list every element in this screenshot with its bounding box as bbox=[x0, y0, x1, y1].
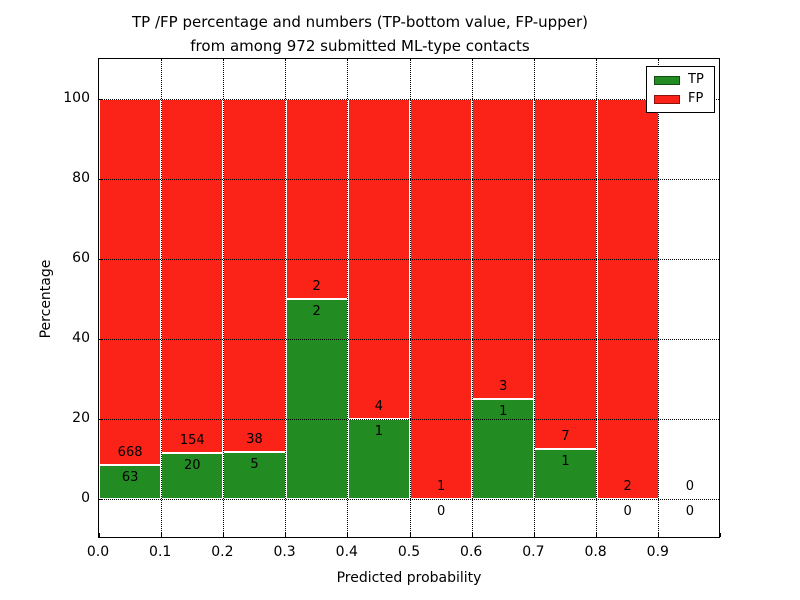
x-tick-mark bbox=[719, 533, 721, 537]
y-tick-mark bbox=[99, 98, 103, 100]
x-tick-label: 0.2 bbox=[211, 544, 234, 560]
x-tick-label: 0.4 bbox=[335, 544, 358, 560]
x-tick-mark bbox=[471, 533, 473, 537]
tp-bar-segment bbox=[472, 399, 535, 499]
fp-count-label: 2 bbox=[312, 279, 321, 294]
y-axis-label: Percentage bbox=[38, 259, 54, 339]
tp-count-label: 63 bbox=[121, 469, 139, 485]
x-tick-label: 0.8 bbox=[584, 544, 607, 560]
fp-bar-segment bbox=[161, 99, 224, 454]
legend: TP FP bbox=[646, 66, 715, 113]
y-tick-mark bbox=[99, 338, 103, 340]
chart-title: TP /FP percentage and numbers (TP-bottom… bbox=[132, 10, 588, 58]
y-tick-label: 0 bbox=[81, 490, 90, 506]
fp-count-label: 668 bbox=[117, 444, 143, 460]
x-tick-mark bbox=[347, 533, 349, 537]
y-tick-mark bbox=[99, 258, 103, 260]
fp-legend-label: FP bbox=[688, 91, 704, 106]
gridline-horizontal bbox=[99, 98, 719, 100]
tp-bar-segment bbox=[534, 449, 597, 499]
tp-bar-segment bbox=[223, 452, 286, 499]
fp-count-label: 154 bbox=[179, 433, 205, 449]
x-tick-mark bbox=[222, 533, 224, 537]
gridline-vertical bbox=[285, 59, 287, 537]
fp-bar-segment bbox=[410, 99, 473, 499]
tp-count-label: 2 bbox=[312, 304, 321, 319]
tp-count-label: 1 bbox=[561, 454, 570, 469]
chart-title-line2: from among 972 submitted ML-type contact… bbox=[190, 37, 530, 55]
y-tick-label: 40 bbox=[72, 330, 90, 346]
tp-bar-segment bbox=[347, 419, 410, 499]
fp-bar-segment bbox=[534, 99, 597, 449]
x-tick-mark bbox=[98, 533, 100, 537]
tp-count-label: 1 bbox=[499, 404, 508, 419]
tp-count-label: 1 bbox=[374, 424, 384, 439]
x-tick-label: 0.5 bbox=[397, 544, 421, 560]
fp-bar-segment bbox=[472, 99, 535, 399]
y-tick-mark bbox=[99, 498, 103, 500]
gridline-vertical bbox=[222, 59, 224, 537]
y-tick-label: 20 bbox=[72, 410, 90, 426]
x-tick-mark bbox=[658, 533, 660, 537]
x-tick-label: 0.3 bbox=[273, 544, 296, 560]
x-axis-label: Predicted probability bbox=[336, 570, 482, 586]
x-tick-label: 0.6 bbox=[460, 544, 483, 560]
y-tick-label: 80 bbox=[72, 170, 90, 186]
fp-count-label: 7 bbox=[561, 429, 570, 444]
fp-count-label: 0 bbox=[685, 479, 695, 494]
tp-bar-segment bbox=[161, 453, 224, 499]
x-tick-mark bbox=[285, 533, 287, 537]
chart-title-line1: TP /FP percentage and numbers (TP-bottom… bbox=[132, 13, 588, 31]
fp-bar-segment bbox=[99, 99, 162, 465]
gridline-vertical bbox=[596, 59, 598, 537]
gridline-vertical bbox=[658, 59, 660, 537]
x-tick-label: 0.1 bbox=[149, 544, 172, 560]
fp-bar-segment bbox=[223, 99, 286, 453]
y-tick-label: 60 bbox=[72, 250, 90, 266]
x-tick-label: 0.9 bbox=[646, 544, 669, 560]
gridline-vertical bbox=[347, 59, 349, 537]
gridline-horizontal bbox=[99, 178, 719, 180]
x-tick-mark bbox=[160, 533, 162, 537]
fp-count-label: 1 bbox=[436, 479, 446, 494]
y-tick-mark bbox=[99, 178, 103, 180]
gridline-horizontal bbox=[99, 418, 719, 420]
fp-bar-segment bbox=[596, 99, 659, 499]
fp-legend-swatch-icon bbox=[654, 94, 680, 104]
y-tick-mark bbox=[99, 418, 103, 420]
gridline-vertical bbox=[533, 59, 535, 537]
tp-count-label: 0 bbox=[436, 504, 446, 519]
legend-row-fp: FP bbox=[654, 92, 707, 106]
tp-count-label: 0 bbox=[623, 504, 632, 519]
plot-area: 668 63 154 20 38 5 2 2 4 1 1 0 3 1 7 1 2 0 0 0 bbox=[98, 58, 721, 538]
gridline-vertical bbox=[409, 59, 411, 537]
tp-count-label: 20 bbox=[184, 458, 201, 474]
tp-bar-segment bbox=[285, 299, 348, 499]
gridline-vertical bbox=[160, 59, 162, 537]
fp-count-label: 4 bbox=[374, 399, 384, 414]
fp-count-label: 38 bbox=[246, 432, 263, 448]
tp-bar-segment bbox=[99, 464, 162, 499]
x-tick-mark bbox=[596, 533, 598, 537]
x-tick-label: 0.0 bbox=[86, 544, 110, 560]
fp-bar-segment bbox=[285, 99, 348, 299]
tp-count-label: 0 bbox=[685, 504, 695, 519]
gridline-vertical bbox=[471, 59, 473, 537]
tp-count-label: 5 bbox=[250, 457, 259, 473]
legend-row-tp: TP bbox=[654, 73, 707, 87]
x-tick-mark bbox=[409, 533, 411, 537]
fp-count-label: 3 bbox=[499, 379, 508, 394]
gridline-horizontal bbox=[99, 258, 719, 260]
tp-legend-label: TP bbox=[688, 72, 704, 87]
gridline-horizontal bbox=[99, 338, 719, 340]
x-tick-mark bbox=[533, 533, 535, 537]
x-tick-label: 0.7 bbox=[522, 544, 545, 560]
gridline-horizontal bbox=[99, 498, 719, 500]
fp-count-label: 2 bbox=[623, 479, 632, 494]
tp-legend-swatch-icon bbox=[654, 75, 680, 85]
y-tick-label: 100 bbox=[63, 90, 90, 106]
